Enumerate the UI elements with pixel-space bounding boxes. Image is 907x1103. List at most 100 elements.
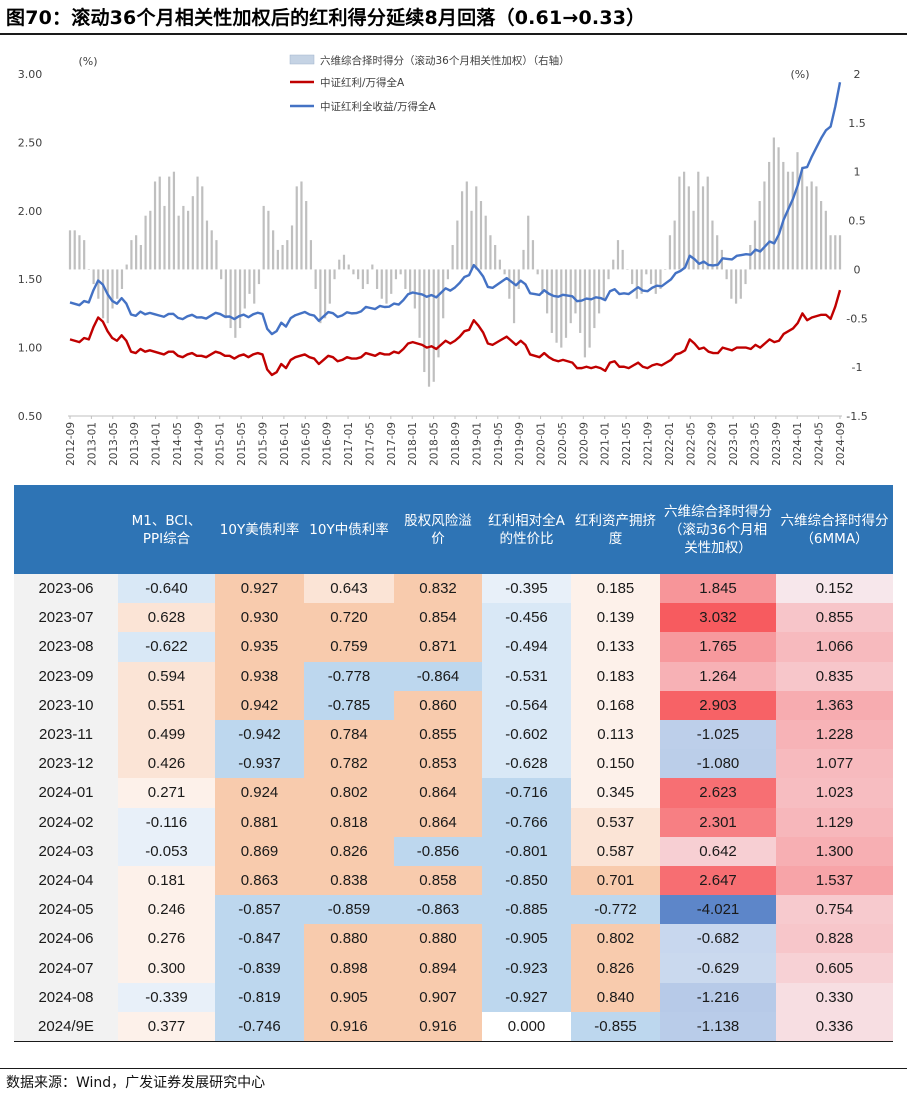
table-cell: 0.869 [215, 836, 304, 866]
score-bar [191, 196, 194, 270]
table-cell: -0.766 [482, 807, 571, 837]
score-bar [739, 269, 742, 299]
table-cell: -1.138 [660, 1011, 776, 1042]
right-unit-label: (%) [790, 68, 809, 81]
score-bar [361, 269, 364, 289]
score-bar [815, 186, 818, 270]
score-bar [508, 269, 511, 299]
score-bar [734, 269, 738, 304]
right-tick-label: 1.5 [848, 117, 866, 130]
score-bar [149, 210, 152, 270]
table-cell: 0.881 [215, 807, 304, 837]
table-cell: 0.246 [118, 895, 215, 925]
score-bar [673, 220, 676, 270]
heatmap-table: M1、BCI、PPI综合 10Y美债利率 10Y中债利率 股权风险溢价 红利相对… [14, 485, 893, 1042]
table-cell: 0.916 [394, 1011, 482, 1042]
table-cell: 0.880 [304, 924, 394, 954]
score-bar [725, 269, 728, 280]
table-cell: -0.819 [215, 982, 304, 1012]
score-bar [187, 210, 190, 270]
table-cell: 2.301 [660, 807, 776, 837]
row-date: 2024/9E [14, 1011, 118, 1042]
score-bar [238, 269, 242, 329]
table-cell: 0.150 [571, 749, 660, 779]
table-cell: 2.903 [660, 690, 776, 720]
table-cell: -0.856 [394, 836, 482, 866]
score-bar [479, 201, 483, 270]
table-cell: 2.647 [660, 865, 776, 896]
table-cell: -0.628 [482, 749, 571, 779]
table-cell: 0.754 [776, 895, 893, 925]
left-tick-label: 1.50 [18, 273, 43, 286]
table-cell: 0.832 [394, 574, 482, 604]
header-date [14, 485, 118, 574]
table-cell: 0.838 [304, 865, 394, 896]
score-bar [144, 215, 147, 270]
row-date: 2024-01 [14, 778, 118, 808]
table-cell: 1.264 [660, 661, 776, 691]
right-tick-label: 0.5 [848, 215, 866, 228]
table-cell: -0.456 [482, 603, 571, 633]
x-tick-label: 2022-09 [707, 422, 719, 466]
x-tick-label: 2022-05 [685, 422, 697, 466]
table-cell: -0.942 [215, 719, 304, 750]
table-cell: -0.716 [482, 778, 571, 808]
left-unit-label: (%) [78, 55, 97, 68]
score-bar [517, 269, 520, 289]
x-tick-label: 2019-09 [514, 422, 526, 466]
score-bar [215, 240, 218, 270]
score-bar [640, 269, 643, 294]
table-cell: -0.564 [482, 690, 571, 720]
score-bar [706, 176, 709, 270]
score-bar [116, 269, 119, 299]
right-tick-label: -0.5 [846, 312, 867, 325]
score-bar [749, 245, 752, 270]
table-cell: 0.828 [776, 924, 893, 954]
score-bar [654, 269, 657, 294]
score-bar [555, 269, 558, 343]
score-bar [390, 269, 393, 294]
table-cell: 0.330 [776, 982, 893, 1012]
score-bar [768, 161, 771, 270]
x-tick-label: 2023-01 [728, 422, 740, 466]
row-date: 2023-09 [14, 661, 118, 691]
left-tick-label: 1.00 [18, 342, 43, 355]
score-bar [616, 240, 620, 270]
table-cell: 0.300 [118, 953, 215, 983]
legend-bar-swatch [289, 54, 315, 65]
header-composite-6mma: 六维综合择时得分（6MMA） [776, 485, 893, 574]
table-cell: 0.863 [215, 865, 304, 896]
score-bar [531, 240, 535, 270]
score-bar [413, 269, 416, 309]
row-date: 2023-11 [14, 719, 118, 750]
x-tick-label: 2020-05 [557, 422, 569, 466]
table-row: 2023-06 -0.640 0.927 0.643 0.832 -0.395 0.185 1… [14, 574, 893, 604]
score-bar [111, 269, 114, 309]
table-cell: -0.927 [482, 982, 571, 1012]
score-bar [83, 240, 86, 270]
score-bar [309, 240, 313, 270]
table-cell: 0.802 [304, 778, 394, 808]
table-cell: -0.863 [394, 895, 482, 925]
score-bar [323, 269, 327, 319]
table-cell: -0.494 [482, 632, 571, 662]
score-bar [168, 176, 171, 270]
table-cell: -0.746 [215, 1011, 304, 1042]
score-bar [394, 269, 398, 280]
score-bar [342, 254, 346, 270]
row-date: 2024-05 [14, 895, 118, 925]
score-bar [744, 269, 747, 285]
score-bar [621, 249, 624, 270]
score-bar [380, 269, 383, 299]
table-cell: -1.025 [660, 719, 776, 750]
score-bar [257, 269, 261, 285]
score-bar [87, 269, 90, 270]
right-tick-label: 2 [854, 68, 861, 81]
table-cell: 1.023 [776, 778, 893, 808]
score-bar [626, 269, 629, 270]
table-cell: 1.077 [776, 749, 893, 779]
x-tick-label: 2014-01 [151, 422, 163, 466]
score-bar [536, 269, 539, 275]
table-cell: 0.377 [118, 1011, 215, 1042]
table-row: 2023-08 -0.622 0.935 0.759 0.871 -0.494 0.133 1… [14, 632, 893, 662]
